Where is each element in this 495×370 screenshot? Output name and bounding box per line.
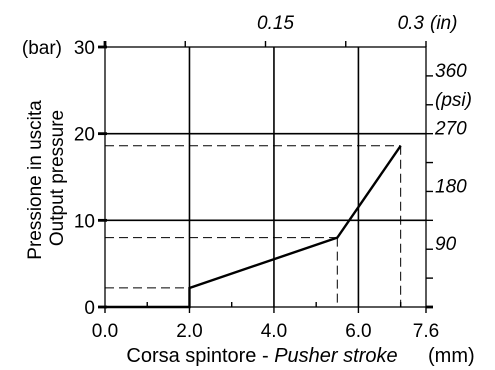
right-axis-unit-label: (psi) (435, 90, 472, 111)
y-tick-label: 30 (74, 38, 95, 59)
x-tick-label: 2.0 (176, 321, 202, 342)
x-axis-title-italian: Corsa spintore - (126, 345, 274, 367)
right-tick-label: 360 (435, 61, 467, 82)
guide-lines (105, 145, 402, 307)
y-axis-title-english: Output pressure (47, 110, 68, 246)
x-axis-title: Corsa spintore - Pusher stroke (126, 345, 397, 367)
gridlines (105, 47, 426, 307)
tick-labels: 0.0 2.0 4.0 6.0 7.6 0 10 20 30 0.15 0.3 90 180 270 360 (74, 13, 467, 342)
axis-ticks (98, 41, 433, 313)
y-tick-label: 10 (74, 211, 95, 232)
x-tick-label: 0.0 (92, 321, 118, 342)
y-tick-label: 20 (74, 125, 95, 146)
series-layer (105, 145, 402, 309)
x-tick-label: 7.6 (413, 321, 439, 342)
right-tick-label: 270 (434, 119, 467, 140)
x-tick-label: 4.0 (261, 321, 287, 342)
right-tick-label: 180 (435, 176, 467, 197)
y-tick-label: 0 (84, 298, 95, 319)
right-tick-label: 90 (435, 234, 457, 255)
top-tick-label: 0.3 (398, 13, 425, 34)
top-tick-label: 0.15 (257, 13, 294, 34)
y-unit-label: (bar) (22, 38, 62, 59)
y-axis-title-italian: Pressione in uscita (25, 100, 46, 260)
top-axis-unit-label: (in) (430, 13, 457, 34)
x-axis-title-english: Pusher stroke (274, 345, 397, 367)
series-line (105, 145, 402, 309)
x-unit-label: (mm) (428, 345, 475, 367)
x-tick-label: 6.0 (345, 321, 371, 342)
